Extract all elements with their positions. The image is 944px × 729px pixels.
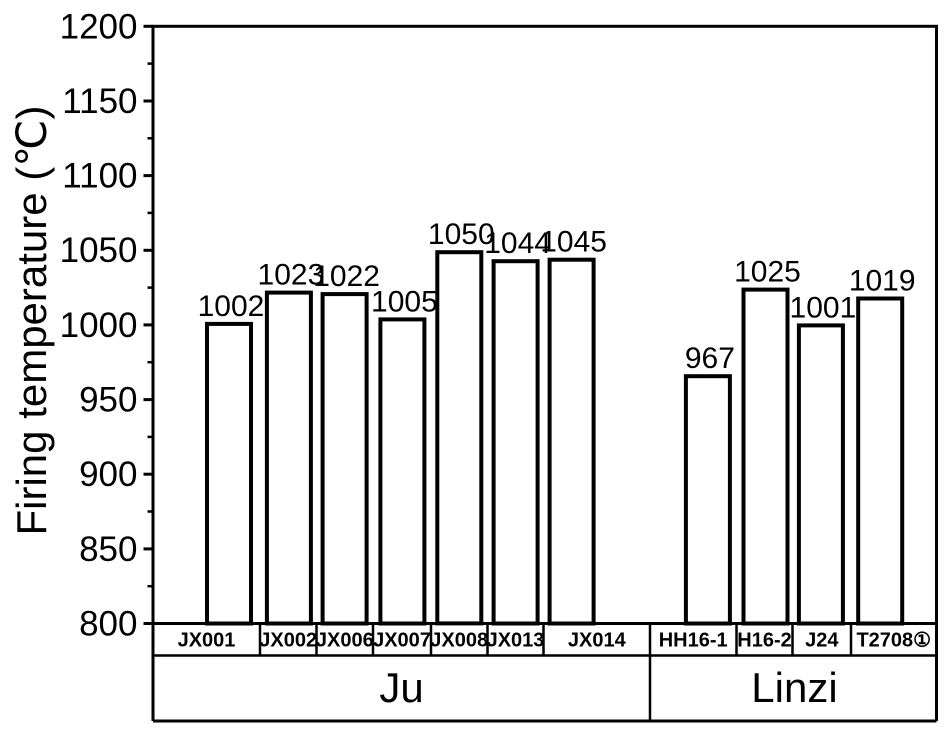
svg-text:JX014: JX014	[568, 630, 627, 652]
svg-text:J24: J24	[805, 630, 839, 652]
svg-text:1000: 1000	[60, 306, 138, 345]
svg-text:1050: 1050	[428, 218, 495, 251]
svg-text:JX002: JX002	[259, 630, 317, 652]
svg-text:1023: 1023	[258, 259, 325, 292]
svg-text:950: 950	[79, 381, 137, 420]
svg-text:HH16-1: HH16-1	[659, 630, 728, 652]
svg-text:1100: 1100	[62, 157, 137, 196]
svg-text:1002: 1002	[198, 290, 265, 323]
svg-text:1005: 1005	[371, 285, 438, 318]
svg-text:1025: 1025	[734, 256, 801, 289]
svg-text:1019: 1019	[849, 265, 916, 298]
svg-text:1022: 1022	[313, 260, 380, 293]
svg-text:H16-2: H16-2	[737, 630, 791, 652]
svg-text:967: 967	[685, 342, 735, 375]
svg-text:1200: 1200	[60, 7, 138, 46]
svg-text:800: 800	[79, 605, 137, 644]
svg-text:JX013: JX013	[487, 630, 545, 652]
svg-text:Linzi: Linzi	[751, 664, 837, 711]
svg-text:Ju: Ju	[379, 664, 423, 711]
svg-text:T2708①: T2708①	[856, 630, 931, 652]
svg-text:1001: 1001	[790, 291, 857, 324]
svg-text:JX007: JX007	[373, 630, 431, 652]
svg-text:JX006: JX006	[316, 630, 374, 652]
svg-text:1045: 1045	[540, 226, 607, 259]
svg-text:1150: 1150	[62, 82, 137, 121]
svg-text:Firing temperature (℃): Firing temperature (℃)	[8, 106, 55, 536]
svg-text:JX001: JX001	[178, 630, 236, 652]
svg-text:1044: 1044	[484, 227, 551, 260]
svg-text:1050: 1050	[60, 231, 138, 270]
svg-text:850: 850	[79, 530, 137, 569]
svg-text:JX008: JX008	[430, 630, 488, 652]
svg-text:900: 900	[79, 455, 137, 494]
